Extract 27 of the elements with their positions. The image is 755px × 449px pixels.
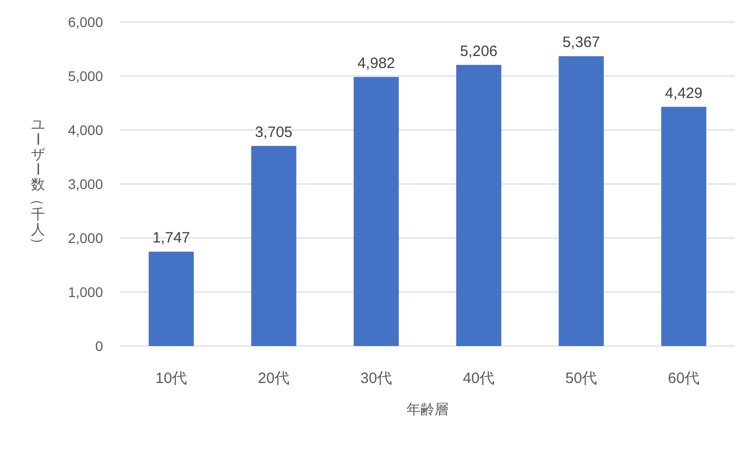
y-tick-label: 4,000 xyxy=(68,122,104,138)
x-tick-label: 40代 xyxy=(462,370,495,387)
bar xyxy=(661,106,706,346)
y-tick-label: 2,000 xyxy=(68,230,104,246)
x-tick-label: 50代 xyxy=(565,370,598,387)
x-tick-label: 60代 xyxy=(668,370,700,387)
data-label: 4,429 xyxy=(664,84,703,102)
text: ユーザー数（千人） xyxy=(30,116,46,251)
bar xyxy=(456,64,502,346)
y-tick-label: 1,000 xyxy=(68,284,104,300)
x-axis-title: 年齢層 xyxy=(406,401,448,417)
x-tick-label: 20代 xyxy=(258,370,290,387)
data-label: 5,367 xyxy=(562,34,600,52)
y-tick-label: 6,000 xyxy=(68,14,104,30)
y-tick-label: 0 xyxy=(95,338,104,354)
x-tick-label: 10代 xyxy=(155,370,188,387)
data-label: 5,206 xyxy=(460,42,498,60)
bar xyxy=(251,146,296,346)
bar xyxy=(558,56,604,346)
y-tick-label: 5,000 xyxy=(68,68,104,84)
x-tick-label: 30代 xyxy=(360,370,392,387)
data-label: 1,747 xyxy=(152,230,190,247)
y-tick-label: 3,000 xyxy=(68,176,104,192)
bar xyxy=(354,76,399,346)
bar xyxy=(148,252,194,346)
data-label: 4,982 xyxy=(357,54,396,72)
data-label: 3,705 xyxy=(254,124,293,141)
